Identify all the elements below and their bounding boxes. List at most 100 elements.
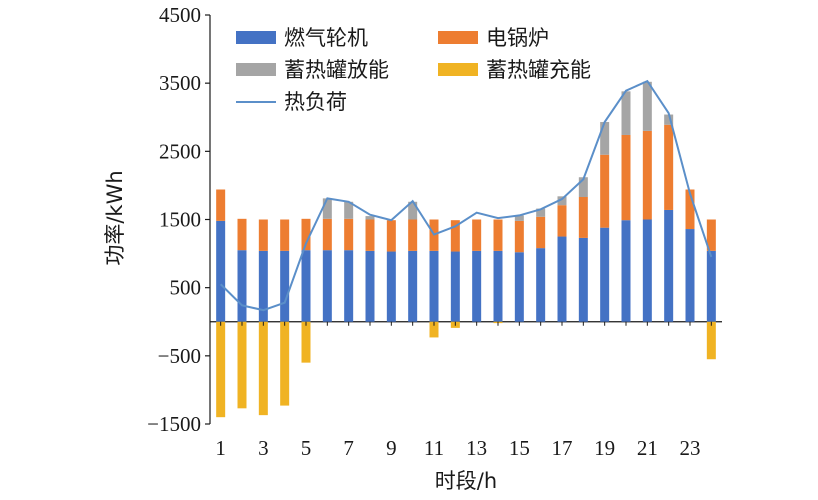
bar-电锅炉-6 [322, 218, 332, 251]
bar-蓄热罐放能-10 [408, 201, 418, 220]
bar-燃气轮机-13 [472, 250, 482, 322]
legend-label: 电锅炉 [486, 26, 549, 50]
x-tick-label: 9 [386, 436, 397, 460]
x-tick-label: 13 [466, 436, 487, 460]
bar-蓄热罐充能-5 [301, 321, 311, 363]
bar-电锅炉-23 [685, 189, 695, 230]
y-tick-label: 2500 [159, 139, 201, 163]
bar-燃气轮机-23 [685, 229, 695, 322]
bar-燃气轮机-22 [664, 209, 674, 322]
bar-电锅炉-10 [408, 219, 418, 251]
bar-蓄热罐充能-24 [706, 321, 716, 360]
bar-蓄热罐充能-11 [429, 321, 439, 338]
bar-燃气轮机-8 [365, 250, 375, 322]
bar-电锅炉-22 [664, 124, 674, 210]
bar-燃气轮机-19 [600, 227, 610, 322]
bar-电锅炉-17 [557, 205, 567, 237]
y-tick-label: 4500 [159, 3, 201, 27]
bar-电锅炉-5 [301, 218, 311, 251]
bar-燃气轮机-21 [642, 219, 652, 322]
x-axis-title: 时段/h [435, 469, 497, 493]
bar-燃气轮机-4 [280, 250, 290, 322]
y-tick-label: −1500 [147, 412, 201, 436]
bar-电锅炉-16 [536, 216, 546, 249]
y-tick-label: 1500 [159, 208, 201, 232]
bar-电锅炉-4 [280, 219, 290, 251]
bar-电锅炉-13 [472, 219, 482, 251]
bar-电锅炉-20 [621, 134, 631, 221]
bar-电锅炉-8 [365, 219, 375, 251]
x-tick-label: 11 [424, 436, 444, 460]
x-tick-label: 1 [215, 436, 226, 460]
y-tick-label: 500 [170, 276, 202, 300]
bar-蓄热罐放能-18 [578, 177, 588, 198]
x-tick-label: 21 [637, 436, 658, 460]
legend-swatch [236, 63, 276, 76]
bar-电锅炉-21 [642, 130, 652, 220]
bar-燃气轮机-11 [429, 250, 439, 322]
legend-label: 热负荷 [284, 90, 347, 114]
bar-燃气轮机-10 [408, 250, 418, 322]
bar-燃气轮机-24 [706, 250, 716, 322]
bar-蓄热罐放能-21 [642, 81, 652, 131]
legend-label: 燃气轮机 [284, 26, 368, 50]
bar-蓄热罐放能-7 [344, 201, 354, 219]
x-tick-label: 19 [594, 436, 615, 460]
x-tick-label: 17 [552, 436, 573, 460]
bar-燃气轮机-18 [578, 237, 588, 322]
bar-燃气轮机-7 [344, 250, 354, 322]
x-tick-label: 15 [509, 436, 530, 460]
x-tick-label: 3 [258, 436, 269, 460]
legend-swatch [236, 31, 276, 44]
bar-燃气轮机-5 [301, 250, 311, 322]
bar-电锅炉-19 [600, 154, 610, 228]
bar-燃气轮机-14 [493, 250, 503, 322]
y-tick-label: 3500 [159, 71, 201, 95]
bar-燃气轮机-16 [536, 248, 546, 322]
bar-蓄热罐放能-6 [322, 198, 332, 219]
legend-label: 蓄热罐充能 [486, 58, 591, 82]
bar-电锅炉-15 [514, 220, 524, 253]
bar-燃气轮机-12 [450, 251, 460, 322]
bar-蓄热罐放能-15 [514, 215, 524, 221]
x-tick-label: 5 [301, 436, 312, 460]
bar-蓄热罐放能-20 [621, 91, 631, 135]
bar-燃气轮机-15 [514, 252, 524, 322]
bar-电锅炉-9 [386, 220, 396, 252]
bar-燃气轮机-6 [322, 250, 332, 322]
legend-swatch [438, 31, 478, 44]
bar-蓄热罐放能-16 [536, 208, 546, 217]
bar-燃气轮机-2 [237, 250, 247, 322]
bar-燃气轮机-17 [557, 236, 567, 322]
bar-蓄热罐放能-8 [365, 216, 375, 220]
legend-label: 蓄热罐放能 [284, 58, 389, 82]
legend-swatch [438, 63, 478, 76]
bar-燃气轮机-1 [216, 220, 226, 322]
line-热负荷 [219, 79, 713, 312]
bar-电锅炉-1 [216, 189, 226, 221]
bar-电锅炉-3 [258, 219, 268, 251]
bar-蓄热罐放能-22 [664, 114, 674, 125]
bar-燃气轮机-9 [386, 251, 396, 322]
bar-电锅炉-14 [493, 219, 503, 251]
bar-蓄热罐充能-3 [258, 321, 268, 416]
x-tick-label: 7 [343, 436, 354, 460]
line-series [219, 79, 713, 312]
bar-电锅炉-24 [706, 219, 716, 251]
y-tick-label: −500 [158, 344, 201, 368]
bar-电锅炉-18 [578, 197, 588, 238]
bar-电锅炉-2 [237, 218, 247, 251]
bar-蓄热罐充能-4 [280, 321, 290, 406]
bars [216, 81, 716, 418]
bar-电锅炉-7 [344, 218, 354, 251]
bar-燃气轮机-3 [258, 250, 268, 322]
bar-蓄热罐放能-19 [600, 122, 610, 155]
y-axis-title: 功率/kWh [103, 170, 127, 265]
bar-蓄热罐放能-17 [557, 196, 567, 206]
bar-蓄热罐充能-2 [237, 321, 247, 409]
x-tick-label: 23 [680, 436, 701, 460]
bar-蓄热罐充能-1 [216, 321, 226, 418]
